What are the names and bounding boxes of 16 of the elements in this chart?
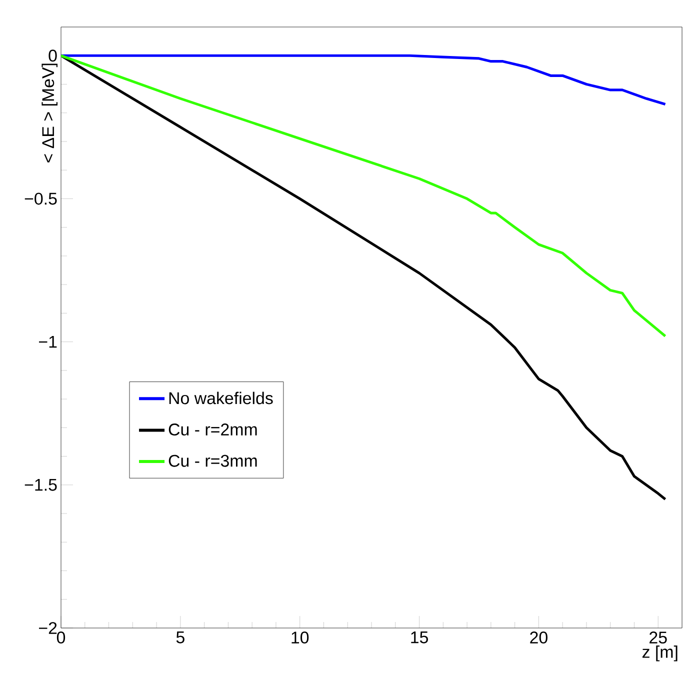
y-tick-label: −1 [39,336,57,348]
legend-label: Cu - r=3mm [168,454,257,467]
y-axis-title: < ΔE > [MeV] [42,64,58,162]
x-tick-label: 10 [292,632,309,644]
x-tick-label: 5 [176,632,184,644]
x-tick-label: 0 [56,632,66,644]
x-tick-label: 15 [411,632,428,644]
y-tick-label: −0.5 [24,192,57,205]
legend-label: Cu - r=2mm [168,424,257,436]
x-tick-label: 20 [530,632,548,644]
y-tick-label: −1.5 [24,478,57,491]
y-tick-label: 0 [48,50,57,62]
legend-label: No wakefields [169,392,273,404]
x-axis-title: z [m] [642,646,678,662]
y-tick-label: −2 [39,622,57,634]
x-tick-label: 25 [650,632,667,644]
